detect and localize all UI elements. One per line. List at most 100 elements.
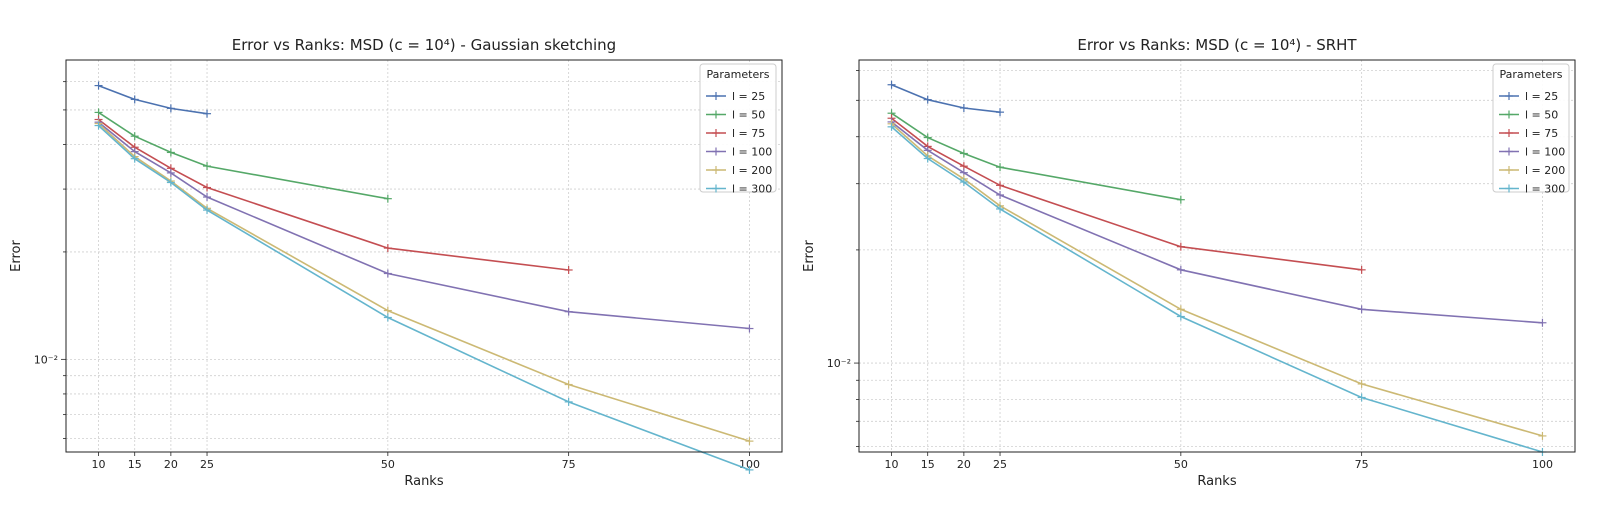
legend-item: l = 75 — [706, 127, 765, 140]
legend-item: l = 50 — [706, 109, 765, 122]
series-4 — [887, 117, 1547, 327]
data-point — [923, 154, 932, 163]
data-point — [203, 206, 212, 215]
data-point — [1538, 431, 1547, 440]
data-point — [383, 313, 392, 322]
x-tick-label: 25 — [200, 458, 214, 471]
series-line — [891, 117, 1362, 271]
data-point — [959, 178, 968, 187]
data-point — [130, 95, 139, 104]
x-axis-label: Ranks — [1197, 474, 1236, 489]
series-6 — [887, 122, 1547, 456]
legend-item: l = 100 — [1499, 146, 1565, 159]
legend: Parameters l = 25 l = 50 l = 75 l = 100 l = 2… — [699, 63, 777, 196]
legend-label: l = 300 — [732, 183, 772, 196]
legend-label: l = 200 — [732, 164, 772, 177]
data-point — [745, 437, 754, 446]
series-line — [98, 118, 569, 271]
data-point — [130, 154, 139, 163]
data-point — [564, 380, 573, 389]
data-point — [1538, 318, 1547, 327]
legend-label: l = 25 — [732, 90, 765, 103]
legend-item: l = 200 — [706, 164, 772, 177]
x-tick-label: 10 — [885, 458, 899, 471]
y-tick-label: 10⁻² — [827, 357, 851, 370]
chart-title: Error vs Ranks: MSD (c = 10⁴) - Gaussian… — [232, 36, 616, 54]
data-point — [203, 193, 212, 202]
x-tick-label: 20 — [957, 458, 971, 471]
data-point — [745, 465, 754, 474]
data-point — [383, 194, 392, 203]
series-line — [891, 83, 1001, 113]
data-point — [1176, 312, 1185, 321]
y-axis-label: Error — [9, 240, 24, 272]
data-point — [959, 149, 968, 158]
data-point — [996, 181, 1005, 190]
data-point — [996, 190, 1005, 199]
legend-item: l = 100 — [706, 146, 772, 159]
data-point — [1176, 195, 1185, 204]
data-point — [1176, 242, 1185, 251]
legend-title: Parameters — [1500, 68, 1563, 81]
data-point — [1357, 265, 1366, 274]
data-point — [94, 81, 103, 90]
x-tick-label: 25 — [993, 458, 1007, 471]
legend-label: l = 50 — [1525, 109, 1558, 122]
chart-srht: Error vs Ranks: MSD (c = 10⁴) - SRHT Ran… — [802, 36, 1576, 489]
series-1 — [887, 80, 1005, 117]
data-point — [383, 269, 392, 278]
legend-label: l = 200 — [1525, 164, 1565, 177]
series-6 — [94, 121, 754, 474]
legend-item: l = 75 — [1499, 127, 1558, 140]
x-tick-label: 10 — [92, 458, 106, 471]
legend-title: Parameters — [707, 68, 770, 81]
y-axis-label: Error — [802, 240, 817, 272]
data-point — [383, 244, 392, 253]
data-point — [94, 108, 103, 117]
x-tick-label: 75 — [1355, 458, 1369, 471]
data-point — [166, 168, 175, 177]
series-1 — [94, 81, 212, 118]
series-3 — [887, 114, 1366, 274]
legend-item: l = 300 — [1499, 183, 1565, 196]
x-tick-label: 50 — [1174, 458, 1188, 471]
data-point — [1357, 393, 1366, 402]
data-point — [1176, 265, 1185, 274]
plot-frame — [65, 59, 783, 453]
grid — [61, 60, 782, 452]
data-point — [166, 178, 175, 187]
data-point — [1357, 305, 1366, 314]
x-axis-label: Ranks — [404, 474, 443, 489]
data-point — [996, 108, 1005, 117]
data-point — [383, 306, 392, 315]
x-tick-label: 15 — [921, 458, 935, 471]
legend-label: l = 50 — [732, 109, 765, 122]
legend-item: l = 200 — [1499, 164, 1565, 177]
legend-item: l = 300 — [706, 183, 772, 196]
data-point — [130, 132, 139, 141]
data-point — [1357, 379, 1366, 388]
data-point — [94, 121, 103, 130]
data-point — [166, 104, 175, 113]
data-point — [887, 80, 896, 89]
data-point — [203, 109, 212, 118]
legend-label: l = 100 — [1525, 146, 1565, 159]
data-point — [959, 103, 968, 112]
y-tick-label: 10⁻² — [34, 353, 58, 366]
series-line — [98, 84, 208, 115]
data-point — [923, 133, 932, 142]
chart-title: Error vs Ranks: MSD (c = 10⁴) - SRHT — [1077, 36, 1357, 54]
data-point — [996, 163, 1005, 172]
data-point — [564, 307, 573, 316]
data-point — [203, 162, 212, 171]
plot-frame — [858, 59, 1576, 453]
x-tick-label: 15 — [128, 458, 142, 471]
data-point — [203, 183, 212, 192]
legend-item: l = 50 — [1499, 109, 1558, 122]
legend-label: l = 300 — [1525, 183, 1565, 196]
legend-label: l = 25 — [1525, 90, 1558, 103]
